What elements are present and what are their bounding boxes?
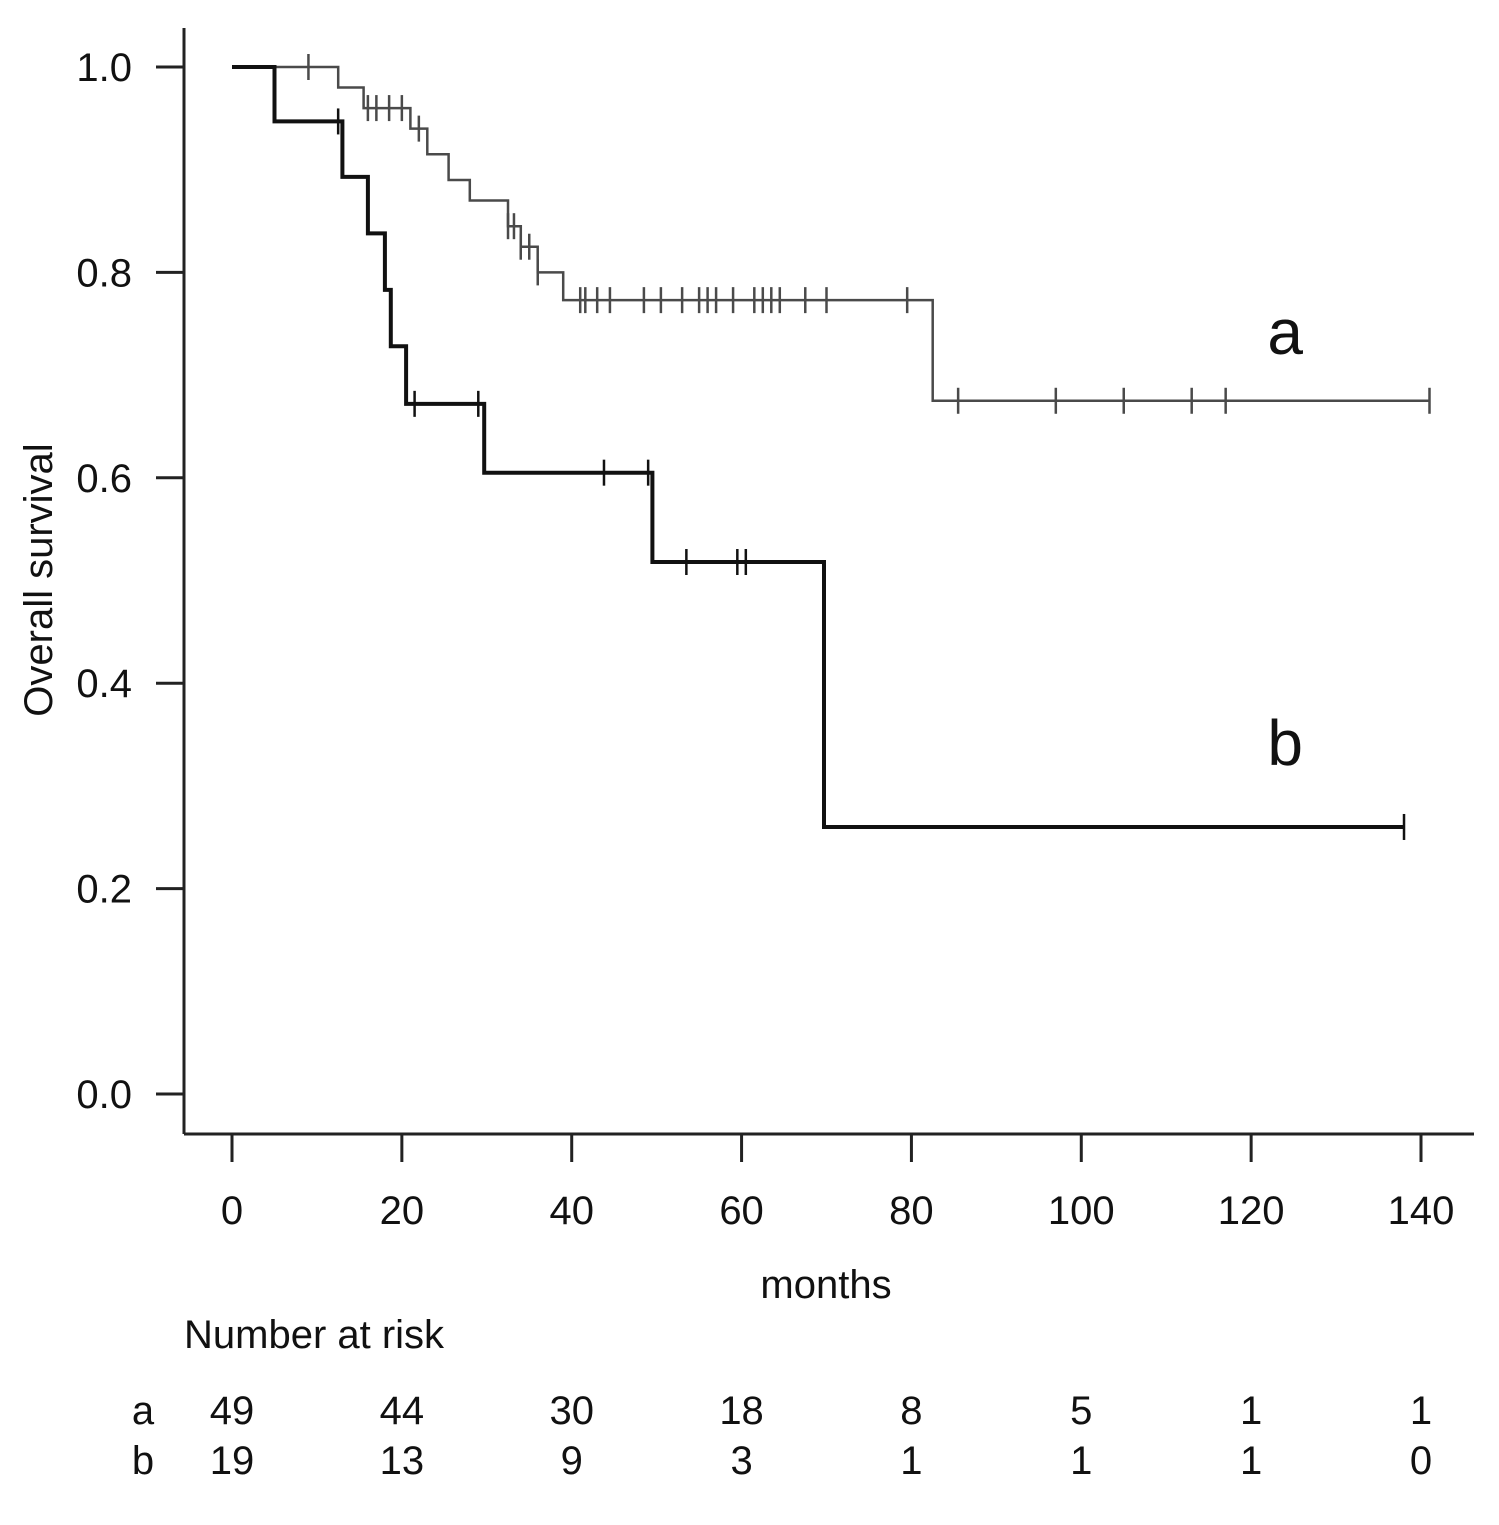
x-tick-label: 20 bbox=[380, 1189, 425, 1233]
risk-value-b: 9 bbox=[561, 1439, 583, 1483]
y-tick-label: 0.2 bbox=[76, 868, 132, 912]
risk-value-a: 44 bbox=[380, 1389, 425, 1433]
curve-label-b: b bbox=[1267, 707, 1303, 779]
risk-table-title: Number at risk bbox=[184, 1313, 445, 1357]
risk-value-a: 1 bbox=[1240, 1389, 1262, 1433]
risk-value-b: 0 bbox=[1410, 1439, 1432, 1483]
x-tick-label: 80 bbox=[889, 1189, 934, 1233]
x-tick-label: 0 bbox=[221, 1189, 243, 1233]
y-tick-label: 0.8 bbox=[76, 251, 132, 295]
risk-table: Number at risk a 49 44 30 18 8 5 1 1 b 19 13 9 3 1 1 1 0 bbox=[132, 1313, 1432, 1483]
x-tick-label: 60 bbox=[719, 1189, 764, 1233]
risk-value-a: 1 bbox=[1410, 1389, 1432, 1433]
y-tick-label: 0.0 bbox=[76, 1073, 132, 1117]
risk-value-b: 1 bbox=[1070, 1439, 1092, 1483]
risk-value-a: 30 bbox=[549, 1389, 594, 1433]
x-tick-label: 100 bbox=[1048, 1189, 1115, 1233]
risk-value-a: 8 bbox=[900, 1389, 922, 1433]
risk-value-b: 1 bbox=[1240, 1439, 1262, 1483]
label-layer: months Overall survival a b bbox=[17, 296, 1303, 1307]
km-curve-a bbox=[232, 65, 1430, 403]
km-curve-b bbox=[232, 65, 1404, 829]
series-layer bbox=[232, 54, 1431, 840]
y-tick-label: 0.6 bbox=[76, 457, 132, 501]
axes-layer: 0.0 0.2 0.4 0.6 0.8 1.0 0 20 40 60 80 100 120 140 bbox=[76, 28, 1474, 1233]
risk-value-b: 13 bbox=[380, 1439, 425, 1483]
x-axis-title: months bbox=[760, 1263, 891, 1307]
y-axis-title: Overall survival bbox=[17, 443, 61, 716]
risk-row-label-b: b bbox=[132, 1439, 154, 1483]
curve-label-a: a bbox=[1267, 296, 1303, 368]
risk-row-label-a: a bbox=[132, 1389, 155, 1433]
risk-value-a: 49 bbox=[210, 1389, 255, 1433]
x-tick-label: 120 bbox=[1218, 1189, 1285, 1233]
risk-value-a: 18 bbox=[719, 1389, 764, 1433]
x-tick-label: 140 bbox=[1388, 1189, 1455, 1233]
risk-value-b: 1 bbox=[900, 1439, 922, 1483]
x-tick-label: 40 bbox=[549, 1189, 594, 1233]
risk-value-b: 19 bbox=[210, 1439, 255, 1483]
y-tick-label: 1.0 bbox=[76, 46, 132, 90]
y-tick-label: 0.4 bbox=[76, 662, 132, 706]
risk-value-a: 5 bbox=[1070, 1389, 1092, 1433]
risk-value-b: 3 bbox=[730, 1439, 752, 1483]
